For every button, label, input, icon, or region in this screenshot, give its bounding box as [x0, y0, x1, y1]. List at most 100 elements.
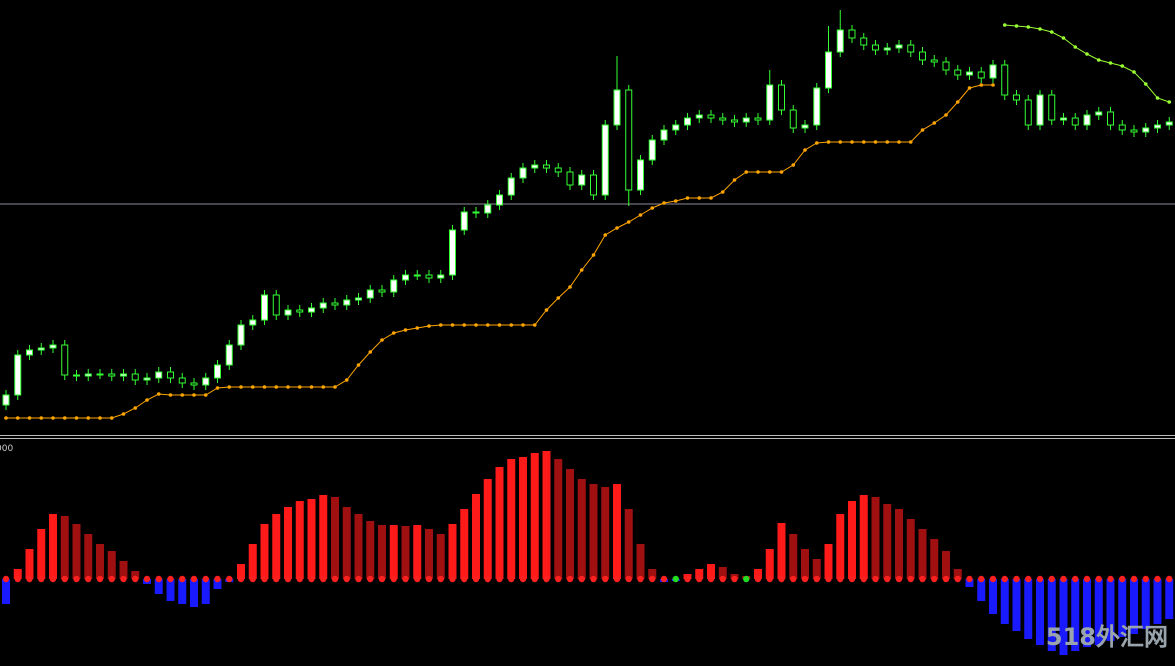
candle-body — [543, 164, 550, 169]
stop-dot — [885, 140, 890, 144]
stop-dot — [697, 196, 702, 200]
signal-dot — [1072, 575, 1079, 583]
signal-dot — [978, 575, 985, 583]
candle-body — [1013, 94, 1020, 101]
signal-dot — [660, 575, 668, 583]
signal-dot — [1025, 575, 1032, 583]
stop-dot — [979, 83, 984, 87]
stop-dot — [427, 324, 431, 328]
stop-dot — [297, 385, 302, 389]
stop-dot — [1120, 64, 1125, 68]
candle-body — [261, 294, 268, 321]
histogram-bar — [436, 534, 445, 579]
stop-dot — [662, 201, 666, 205]
candle-body — [578, 174, 586, 186]
candle-body — [413, 274, 421, 277]
histogram-bar — [307, 499, 316, 579]
stop-dot — [944, 113, 948, 117]
candle-body — [343, 299, 351, 306]
signal-dot — [754, 575, 762, 583]
signal-dot — [472, 575, 480, 583]
candle-body — [131, 373, 139, 381]
stop-dot — [1002, 23, 1007, 27]
candle-body — [930, 59, 938, 63]
candle-body — [37, 347, 45, 351]
histogram-bar — [953, 569, 962, 579]
candle-body — [848, 29, 856, 39]
candle-body — [566, 171, 574, 186]
signal-dot — [566, 575, 574, 583]
signal-dot — [989, 575, 997, 583]
signal-dot — [273, 575, 280, 583]
histogram-bar — [401, 526, 410, 579]
signal-dot — [331, 575, 339, 583]
candle-body — [719, 117, 727, 121]
histogram-bar — [260, 524, 269, 579]
signal-dot — [1013, 575, 1020, 583]
stop-dot — [1143, 82, 1148, 86]
histogram-bar — [1106, 579, 1115, 641]
histogram-bar — [1000, 579, 1009, 624]
signal-dot — [625, 575, 632, 583]
candle-body — [1024, 99, 1032, 126]
signal-dot — [813, 575, 820, 583]
candle-body — [1107, 111, 1114, 126]
candle-body — [1118, 124, 1126, 131]
histogram-bar — [895, 509, 903, 579]
signal-dot — [942, 575, 950, 583]
signal-dot — [320, 575, 327, 583]
signal-dot — [649, 575, 656, 583]
signal-dot — [284, 575, 292, 583]
stop-dot — [626, 220, 631, 224]
stop-dot — [39, 416, 44, 420]
signal-dot — [214, 575, 221, 583]
signal-dot — [731, 575, 738, 583]
stop-dot — [897, 140, 901, 144]
histogram-bar — [166, 579, 175, 601]
signal-dot — [508, 575, 515, 583]
histogram-bar — [1036, 579, 1044, 645]
stop-dot — [380, 338, 384, 342]
candle-body — [496, 194, 503, 206]
stop-dot — [368, 350, 373, 354]
histogram-bar — [237, 564, 245, 579]
histogram-bar — [366, 521, 375, 579]
candle-body — [895, 44, 903, 49]
histogram-bar — [354, 514, 363, 579]
signal-dot — [96, 575, 104, 583]
candle-body — [284, 309, 292, 316]
candle-body — [120, 373, 127, 377]
signal-dot — [14, 575, 21, 583]
stop-dot — [4, 416, 8, 420]
stop-dot — [497, 323, 502, 327]
stop-dot — [262, 385, 267, 389]
signal-dot — [895, 575, 903, 583]
histogram-bar — [425, 529, 433, 579]
signal-dot — [790, 575, 797, 583]
candle-body — [202, 377, 210, 386]
signal-dot — [1119, 575, 1126, 583]
signal-dot — [85, 575, 92, 583]
candle-body — [49, 344, 57, 349]
signal-dot — [1107, 575, 1114, 583]
stop-dot — [333, 385, 337, 389]
signal-dot — [61, 575, 68, 583]
watermark: 518外汇网 — [1046, 623, 1168, 651]
candle-body — [73, 374, 80, 377]
candle-body — [331, 302, 339, 306]
stop-dot — [615, 226, 619, 230]
stop-dot — [98, 416, 102, 420]
stop-dot — [756, 170, 760, 174]
stop-dot — [568, 285, 572, 289]
histogram-bar — [201, 579, 210, 604]
signal-dot — [249, 575, 256, 583]
histogram-bar — [213, 579, 222, 589]
histogram-bar — [648, 569, 657, 579]
signal-dot — [355, 575, 362, 583]
stop-dot — [1049, 30, 1054, 34]
histogram-bar — [589, 484, 598, 579]
stop-dot — [779, 170, 784, 174]
signal-dot — [26, 575, 33, 583]
stop-dot — [908, 140, 913, 144]
candle-body — [425, 274, 433, 279]
